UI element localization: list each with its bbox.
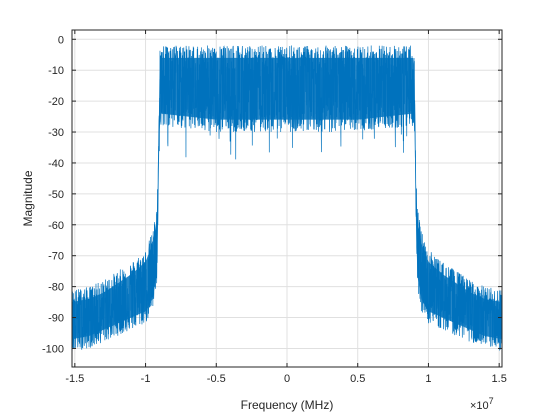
y-tick-label: 0 (58, 34, 64, 46)
y-axis-label: Magnitude (21, 170, 35, 226)
x-tick-label: -1 (141, 373, 151, 385)
y-tick-label: -10 (48, 65, 64, 77)
x-axis-label: Frequency (MHz) (241, 398, 334, 412)
x-tick-label: 1.5 (492, 373, 507, 385)
x-axis-exponent-power: 7 (489, 396, 494, 406)
y-tick-label: -100 (42, 343, 64, 355)
y-tick-label: -80 (48, 282, 64, 294)
y-tick-label: -70 (48, 251, 64, 263)
x-axis-exponent: ×107 (470, 396, 494, 412)
spectrum-band (72, 57, 502, 340)
y-tick-label: -60 (48, 220, 64, 232)
y-tick-label: -90 (48, 313, 64, 325)
y-tick-label: -30 (48, 127, 64, 139)
x-tick-label: 1 (425, 373, 431, 385)
x-tick-label: 0.5 (350, 373, 365, 385)
x-axis-exponent-base: ×10 (470, 400, 489, 412)
y-tick-label: -20 (48, 96, 64, 108)
x-tick-label: 0 (284, 373, 290, 385)
x-tick-label: -1.5 (65, 373, 84, 385)
y-tick-labels: 0 -10 -20 -30 -40 -50 -60 -70 -80 -90 -100 (42, 34, 64, 355)
y-tick-label: -40 (48, 158, 64, 170)
y-tick-label: -50 (48, 189, 64, 201)
series-layer (71, 45, 503, 352)
axis-ticks (72, 30, 502, 367)
x-tick-labels: -1.5 -1 -0.5 0 0.5 1 1.5 (65, 373, 506, 385)
x-tick-label: -0.5 (207, 373, 226, 385)
